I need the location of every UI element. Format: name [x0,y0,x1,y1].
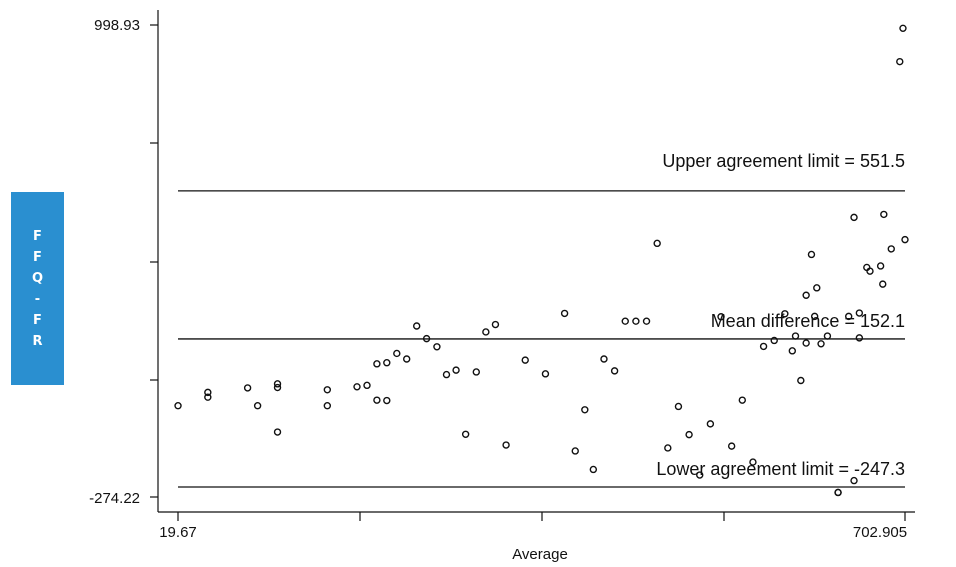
data-point [781,310,789,318]
data-point [491,320,500,329]
data-point [412,322,421,330]
y-axis-letter: F [33,312,42,328]
data-point [788,347,797,355]
data-point [610,367,619,375]
data-point [863,263,871,272]
data-point [632,317,640,325]
axes [150,10,915,521]
data-point [834,488,842,497]
data-point [253,402,262,410]
data-point [323,402,332,410]
data-point [717,313,725,321]
data-point [817,340,825,348]
x-tick-label-left: 19.67 [159,524,197,541]
data-point [383,396,391,405]
data-point [402,355,411,363]
data-point [879,280,887,288]
data-point [807,250,816,259]
data-point [855,334,864,342]
data-point [273,428,282,436]
data-point [502,441,510,449]
data-point [600,355,608,363]
data-point [674,402,683,411]
data-point [383,359,391,367]
data-point [850,476,858,485]
y-axis-letter: Q [31,270,44,286]
x-axis-title: Average [512,546,568,563]
data-point [685,430,693,439]
data-point [727,442,736,450]
data-point [541,370,550,378]
y-axis-letter: R [32,333,43,349]
data-point [472,368,480,376]
data-point [880,210,888,219]
data-point [823,332,832,340]
lower-limit-label: Lower agreement limit = -247.3 [656,459,905,479]
upper-limit-label: Upper agreement limit = 551.5 [662,151,905,171]
data-point [899,24,907,33]
data-point [855,309,864,317]
data-point [461,430,470,438]
x-tick-label-right: 702.905 [853,524,907,541]
data-point [521,356,529,364]
data-point [204,393,212,401]
axis-labels: 998.93 -274.22 19.67 702.905 Average [89,17,907,563]
y-axis-letter: F [33,249,42,265]
y-tick-label-bottom: -274.22 [89,490,140,507]
data-point [876,262,885,270]
data-point [901,235,909,244]
data-point [581,406,589,414]
data-point [273,383,282,392]
data-point [452,366,460,374]
data-point [845,312,853,321]
data-point [896,57,904,66]
data-point [373,396,381,404]
data-point [393,349,401,358]
data-point [373,360,381,368]
data-point [273,380,282,388]
data-point [813,284,821,292]
data-point [802,339,810,347]
data-point [589,465,598,474]
data-point [770,336,778,345]
data-point [887,245,895,253]
data-point [243,384,252,392]
data-point [442,370,451,379]
mean-difference-label: Mean difference = 152.1 [711,311,905,331]
data-point [749,458,757,466]
data-point [621,317,629,325]
data-point [353,383,361,391]
data-point [706,420,715,428]
y-tick-label-top: 998.93 [94,17,140,34]
data-point [174,402,182,410]
data-point [696,471,704,479]
y-axis-label-box: F F Q - F R [11,192,64,385]
data-point [664,444,672,452]
data-point [433,343,441,351]
data-points [174,24,909,497]
data-point [738,396,747,404]
data-point [642,317,651,325]
data-point [802,291,810,299]
data-point [482,328,490,336]
data-point [791,332,800,340]
data-point [363,381,371,390]
data-point [422,334,431,343]
data-point [204,388,212,397]
data-point [810,312,819,321]
y-axis-letter: - [34,291,41,307]
data-point [653,239,661,248]
y-axis-letter: F [33,228,42,244]
data-point [560,309,569,318]
data-point [759,342,768,351]
data-point [797,376,805,385]
reference-line-labels: Upper agreement limit = 551.5 Mean diffe… [656,151,905,479]
data-point [850,213,858,222]
data-point [323,386,332,394]
data-point [571,447,579,455]
reference-lines [178,190,905,488]
